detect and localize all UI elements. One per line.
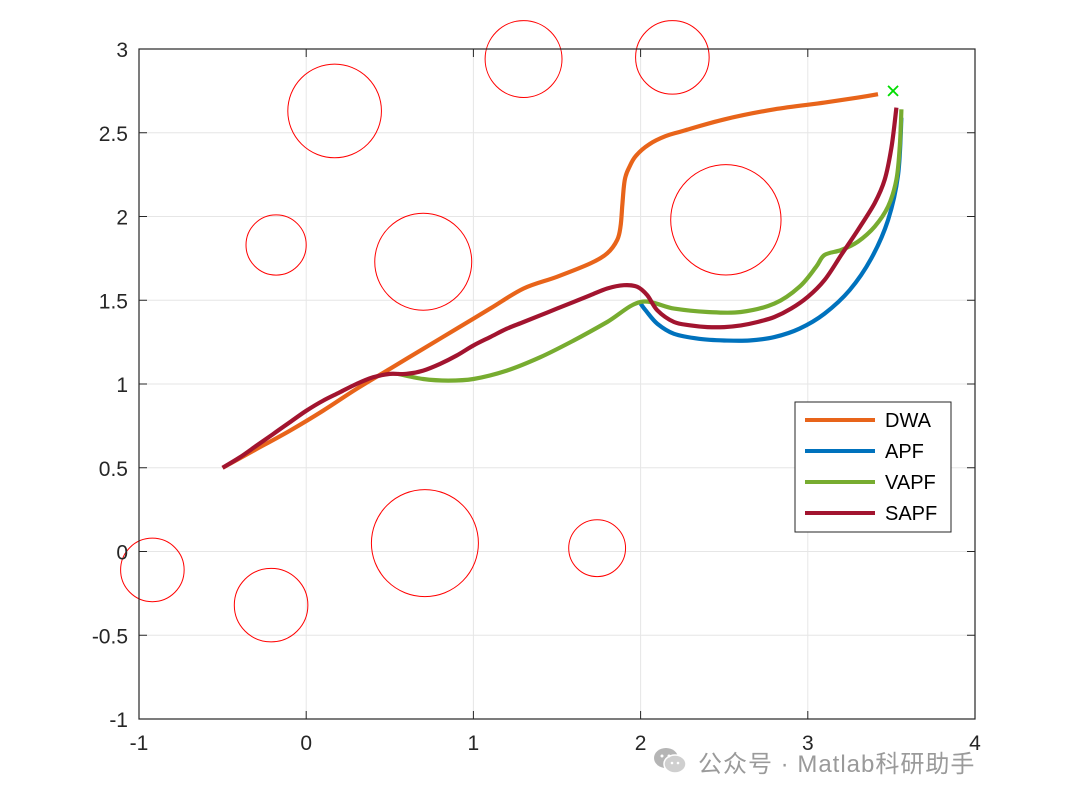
goal-marker [887, 85, 899, 97]
series-line-sapf [221, 107, 899, 470]
obstacle-circle [484, 20, 563, 99]
x-tick-label: 4 [969, 732, 981, 755]
x-tick-label: -1 [130, 732, 149, 755]
y-tick-label: 2 [116, 207, 128, 230]
wechat-icon [654, 748, 687, 774]
legend: DWA APF VAPF SAPF [794, 401, 952, 533]
legend-label-vapf: VAPF [885, 472, 936, 494]
y-tick-label: 0.5 [99, 458, 128, 481]
x-tick-label: 0 [300, 732, 312, 755]
obstacle-circle [670, 164, 782, 276]
y-tick-label: 1 [116, 374, 128, 397]
grid-lines [138, 48, 976, 720]
y-tick-label: -0.5 [92, 625, 128, 648]
legend-box [794, 401, 952, 533]
obstacle-circle [120, 537, 185, 603]
obstacle-circle [370, 489, 479, 598]
y-tick-label: 1.5 [99, 290, 128, 313]
y-tick-label: -1 [109, 709, 128, 732]
series-line-dwa [221, 92, 879, 470]
obstacle-circle [635, 20, 710, 95]
watermark: 公众号 · Matlab科研助手 [652, 742, 975, 780]
obstacle-circle [245, 214, 307, 276]
series-line-apf [638, 117, 904, 343]
watermark-text: 公众号 · Matlab科研助手 [698, 750, 976, 778]
legend-label-apf: APF [885, 441, 924, 463]
goal-marker-stroke [887, 85, 899, 97]
x-tick-label: 2 [635, 732, 647, 755]
axis-ticks: -1 0 1 2 3 4 -1 -0.5 0 0.5 1 1.5 2 2.5 3 [92, 39, 981, 755]
y-tick-label: 3 [116, 39, 128, 62]
x-tick-label: 1 [468, 732, 480, 755]
obstacle-circle [287, 63, 382, 159]
series-line-vapf [397, 109, 904, 383]
x-tick-label: 3 [802, 732, 814, 755]
obstacle-circles [120, 20, 782, 643]
series-lines [221, 92, 904, 470]
obstacle-circle [568, 519, 627, 578]
legend-label-dwa: DWA [885, 410, 932, 432]
y-tick-label: 0 [116, 542, 128, 565]
obstacle-circle [233, 567, 309, 643]
y-tick-label: 2.5 [99, 123, 128, 146]
obstacle-circle [374, 212, 473, 311]
legend-label-sapf: SAPF [885, 503, 937, 525]
